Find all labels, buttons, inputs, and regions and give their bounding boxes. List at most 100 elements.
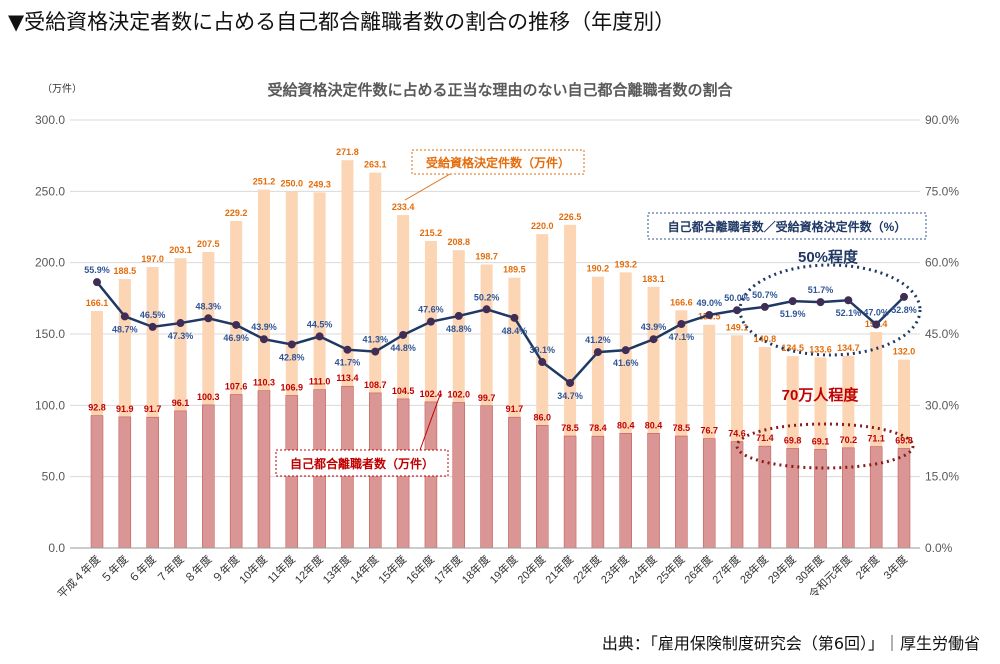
- line-point-label: 43.9%: [251, 322, 277, 332]
- line-point: [232, 320, 241, 329]
- y2-tick-label: 45.0%: [925, 327, 959, 341]
- bar-self-label: 96.1: [172, 398, 190, 408]
- left-axis-unit: （万件）: [42, 83, 82, 95]
- legend-total-leader: [404, 173, 451, 201]
- bar-self: [591, 435, 605, 549]
- bar-total-label: 166.6: [670, 297, 693, 307]
- bar-self-label: 102.4: [420, 389, 443, 399]
- bar-self: [758, 445, 772, 549]
- bar-total: [118, 279, 131, 548]
- y2-tick-label: 0.0%: [925, 541, 953, 555]
- line-point-label: 50.2%: [474, 292, 500, 302]
- line-point: [788, 297, 797, 306]
- x-tick-label: 18年度: [459, 552, 493, 586]
- y2-tick-label: 60.0%: [925, 256, 959, 270]
- x-tick-label: 23年度: [598, 552, 632, 586]
- line-point-label: 50.7%: [752, 290, 778, 300]
- y2-tick-label: 90.0%: [925, 113, 959, 127]
- bar-self: [257, 390, 271, 549]
- bar-total-label: 134.5: [781, 343, 804, 353]
- bar-self-label: 78.4: [589, 423, 607, 433]
- line-point: [343, 345, 352, 354]
- bar-total-label: 134.7: [837, 343, 860, 353]
- line-point: [315, 332, 324, 341]
- legend-total-label: 受給資格決定件数（万件）: [426, 155, 570, 170]
- bar-self: [202, 404, 215, 549]
- y2-tick-label: 15.0%: [925, 470, 959, 484]
- y-tick-label: 100.0: [35, 398, 65, 412]
- line-point-label: 44.5%: [307, 319, 333, 329]
- line-point-label: 51.7%: [808, 285, 834, 295]
- legend-ratio-box: [647, 212, 927, 240]
- y-tick-label: 200.0: [35, 256, 65, 270]
- bar-total-label: 271.8: [336, 147, 359, 157]
- bar-total-label: 203.1: [169, 245, 192, 255]
- line-point: [426, 317, 435, 326]
- line-point: [566, 378, 575, 387]
- bar-total-label: 233.4: [392, 202, 415, 212]
- bar-self-label: 69.8: [784, 435, 802, 445]
- bar-self-label: 69.8: [895, 435, 913, 445]
- line-point-label: 46.5%: [140, 310, 166, 320]
- ellipse-70man: [735, 422, 915, 470]
- line-point: [538, 358, 547, 367]
- line-point-label: 48.3%: [196, 301, 222, 311]
- x-tick-label: 26年度: [681, 552, 715, 586]
- bar-total-label: 229.2: [225, 208, 248, 218]
- line-point: [816, 298, 825, 307]
- bar-self-label: 91.9: [116, 404, 134, 414]
- bar-total-label: 188.5: [114, 266, 137, 276]
- line-point-label: 48.7%: [112, 324, 138, 334]
- line-point: [872, 320, 881, 329]
- bar-total-label: 250.0: [281, 178, 304, 188]
- line-point: [120, 312, 129, 321]
- legend-ratio-label: 自己都合離職者数／受給資格決定件数（%）: [668, 219, 907, 234]
- bar-self: [814, 449, 827, 549]
- bar-self: [90, 415, 104, 549]
- bar-self-label: 80.4: [617, 420, 635, 430]
- line-point-label: 41.6%: [613, 358, 639, 368]
- line-point: [649, 335, 658, 344]
- x-tick-label: 19年度: [486, 552, 520, 586]
- line-point-label: 52.1%: [836, 308, 862, 318]
- line-point-label: 41.2%: [585, 335, 611, 345]
- bar-total-label: 198.7: [475, 252, 498, 262]
- x-tick-label: 25年度: [653, 552, 687, 586]
- line-point-label: 48.4%: [502, 326, 528, 336]
- bar-total-label: 251.2: [253, 177, 276, 187]
- line-point: [900, 292, 908, 301]
- x-tick-label: ９年度: [209, 552, 242, 585]
- x-tick-label: 3年度: [880, 552, 910, 582]
- legend-self-label: 自己都合離職者数（万件）: [290, 456, 434, 471]
- x-tick-label: 13年度: [319, 552, 353, 586]
- line-point: [510, 313, 519, 322]
- line-point-label: 41.7%: [335, 358, 361, 368]
- bar-self-label: 99.7: [478, 393, 496, 403]
- chart-title: 受給資格決定件数に占める正当な理由のない自己都合離職者数の割合: [267, 81, 733, 99]
- bar-self: [480, 405, 493, 549]
- x-tick-label: 21年度: [542, 552, 576, 586]
- bar-total-label: 249.3: [308, 179, 331, 189]
- bar-self: [452, 402, 466, 549]
- bar-total-label: 207.5: [197, 239, 220, 249]
- line-point: [482, 305, 491, 314]
- page-title: ▼受給資格決定者数に占める自己都合離職者数の割合の推移（年度別）: [8, 10, 676, 34]
- line-point: [148, 322, 157, 331]
- line-point-label: 47.3%: [168, 331, 194, 341]
- bar-total-label: 197.0: [141, 254, 164, 264]
- line-point-label: 55.9%: [84, 265, 110, 275]
- y-tick-label: 0.0: [48, 541, 65, 555]
- bar-self-label: 80.4: [645, 420, 663, 430]
- line-point: [399, 330, 408, 339]
- line-point: [204, 314, 213, 323]
- line-point-label: 51.9%: [780, 309, 806, 319]
- line-point: [760, 302, 769, 311]
- ellipse-50pct: [738, 263, 922, 357]
- bar-self-label: 107.6: [225, 381, 248, 391]
- line-point-label: 42.8%: [279, 352, 305, 362]
- bar-self: [535, 425, 549, 549]
- line-point-label: 52.8%: [891, 305, 917, 315]
- bar-self-label: 86.0: [533, 412, 551, 422]
- line-point: [733, 306, 742, 315]
- legend-self-box: [275, 449, 449, 477]
